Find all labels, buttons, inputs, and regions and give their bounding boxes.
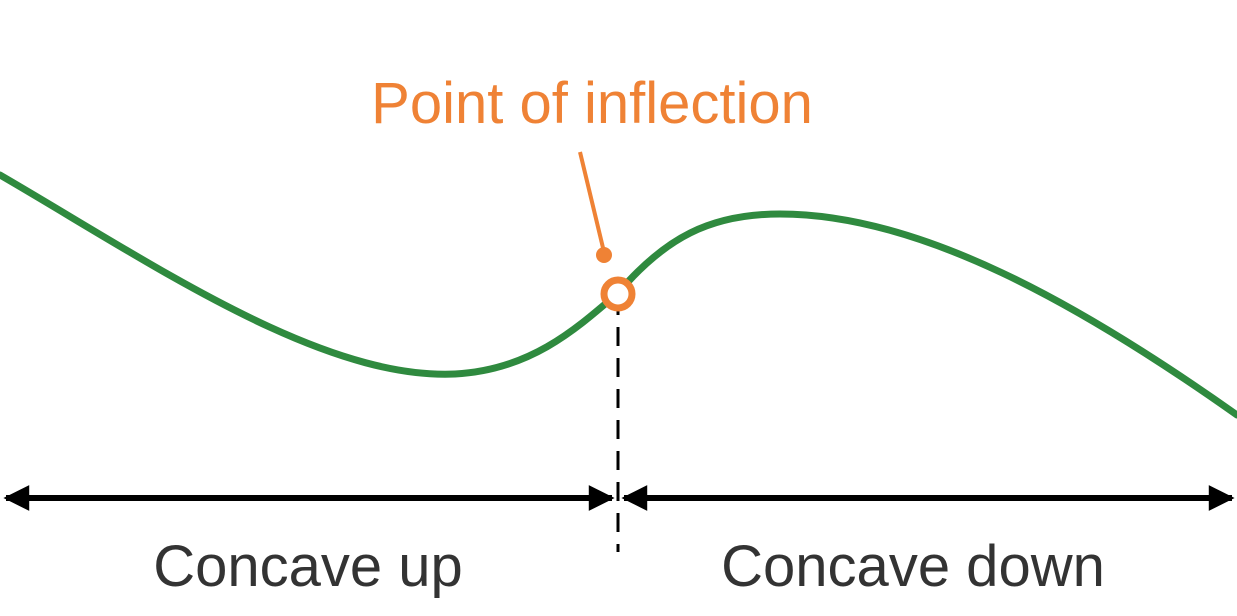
concave-down-label: Concave down [721,534,1105,599]
inflection-point-marker [600,276,636,312]
concave-up-label: Concave up [153,534,463,599]
inflection-pointer-dot [596,247,612,263]
inflection-pointer-line [578,151,606,253]
inflection-label: Point of inflection [371,71,813,136]
